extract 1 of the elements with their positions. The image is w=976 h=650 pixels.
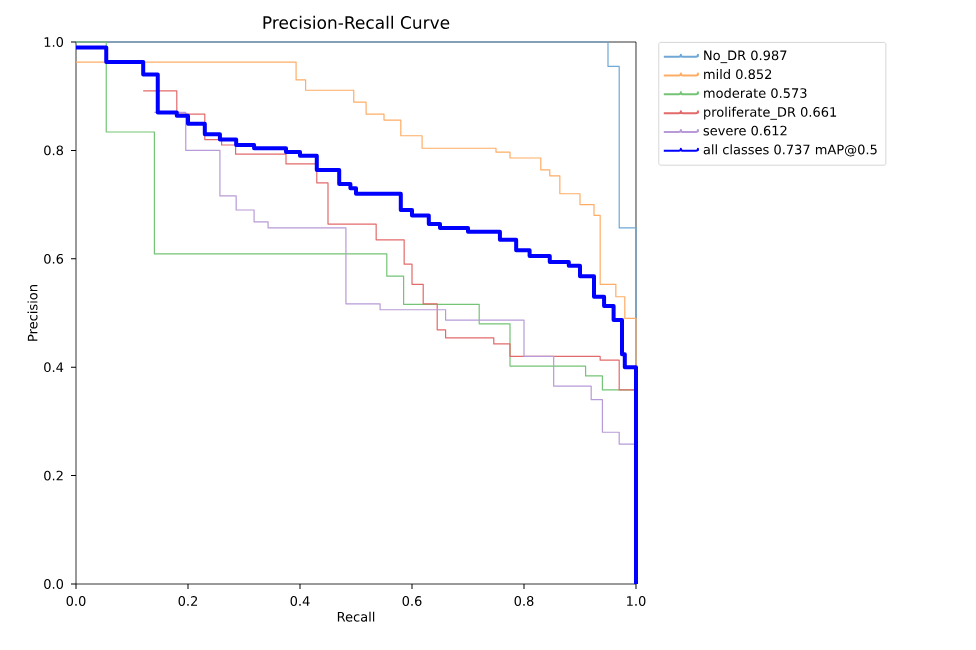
- chart-title: Precision-Recall Curve: [263, 15, 450, 29]
